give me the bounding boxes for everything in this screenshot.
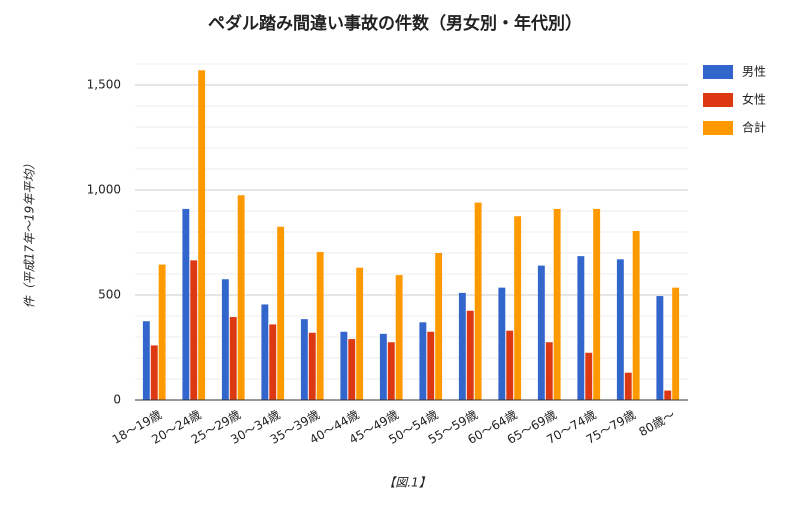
- legend-swatch: [703, 121, 733, 135]
- y-tick-label: 500: [98, 288, 121, 302]
- bar: [277, 226, 285, 400]
- bar: [514, 216, 522, 400]
- bar: [506, 330, 514, 400]
- legend-label: 女性: [742, 92, 766, 107]
- legend-label: 男性: [742, 65, 766, 79]
- bar: [474, 202, 482, 400]
- bar: [198, 70, 206, 401]
- bar: [656, 296, 664, 400]
- bar: [379, 333, 387, 400]
- bar: [356, 267, 364, 400]
- bar: [150, 345, 158, 400]
- bar: [632, 230, 640, 400]
- bar: [616, 259, 624, 400]
- bar: [593, 208, 601, 400]
- bar: [229, 317, 237, 400]
- bar: [427, 331, 435, 400]
- bar: [577, 256, 585, 400]
- bar: [435, 253, 443, 400]
- bar: [419, 322, 427, 400]
- bar: [537, 265, 545, 400]
- bar: [498, 287, 506, 400]
- bar: [300, 319, 308, 400]
- bar: [458, 292, 466, 400]
- bar: [316, 251, 324, 400]
- bar: [269, 324, 277, 400]
- bar: [553, 208, 561, 400]
- bar: [466, 310, 474, 400]
- bar: [221, 279, 229, 400]
- legend-swatch: [703, 65, 733, 79]
- y-axis-label: 件（平成17年～19年平均）: [23, 158, 37, 309]
- y-tick-label: 0: [113, 393, 121, 407]
- x-axis-label: 【図.1】: [383, 476, 430, 490]
- y-tick-label: 1,500: [87, 78, 121, 92]
- bar: [158, 264, 166, 400]
- bar: [182, 208, 190, 400]
- bar: [664, 390, 672, 400]
- x-tick-label: 80歳～: [636, 408, 677, 440]
- bar: [142, 321, 150, 400]
- legend-swatch: [703, 93, 733, 107]
- bar: [395, 275, 403, 400]
- y-tick-label: 1,000: [87, 183, 121, 197]
- bar: [261, 304, 269, 400]
- bar: [340, 331, 348, 400]
- chart-title: ペダル踏み間違い事故の件数（男女別・年代別）: [208, 13, 582, 34]
- bar: [387, 342, 395, 400]
- bar: [348, 339, 356, 400]
- bar: [672, 287, 680, 400]
- bar: [545, 342, 553, 400]
- bar: [190, 260, 198, 400]
- bar: [624, 372, 632, 400]
- bar: [585, 352, 593, 400]
- bar: [237, 195, 245, 400]
- legend-label: 合計: [742, 120, 766, 135]
- bar: [308, 332, 316, 400]
